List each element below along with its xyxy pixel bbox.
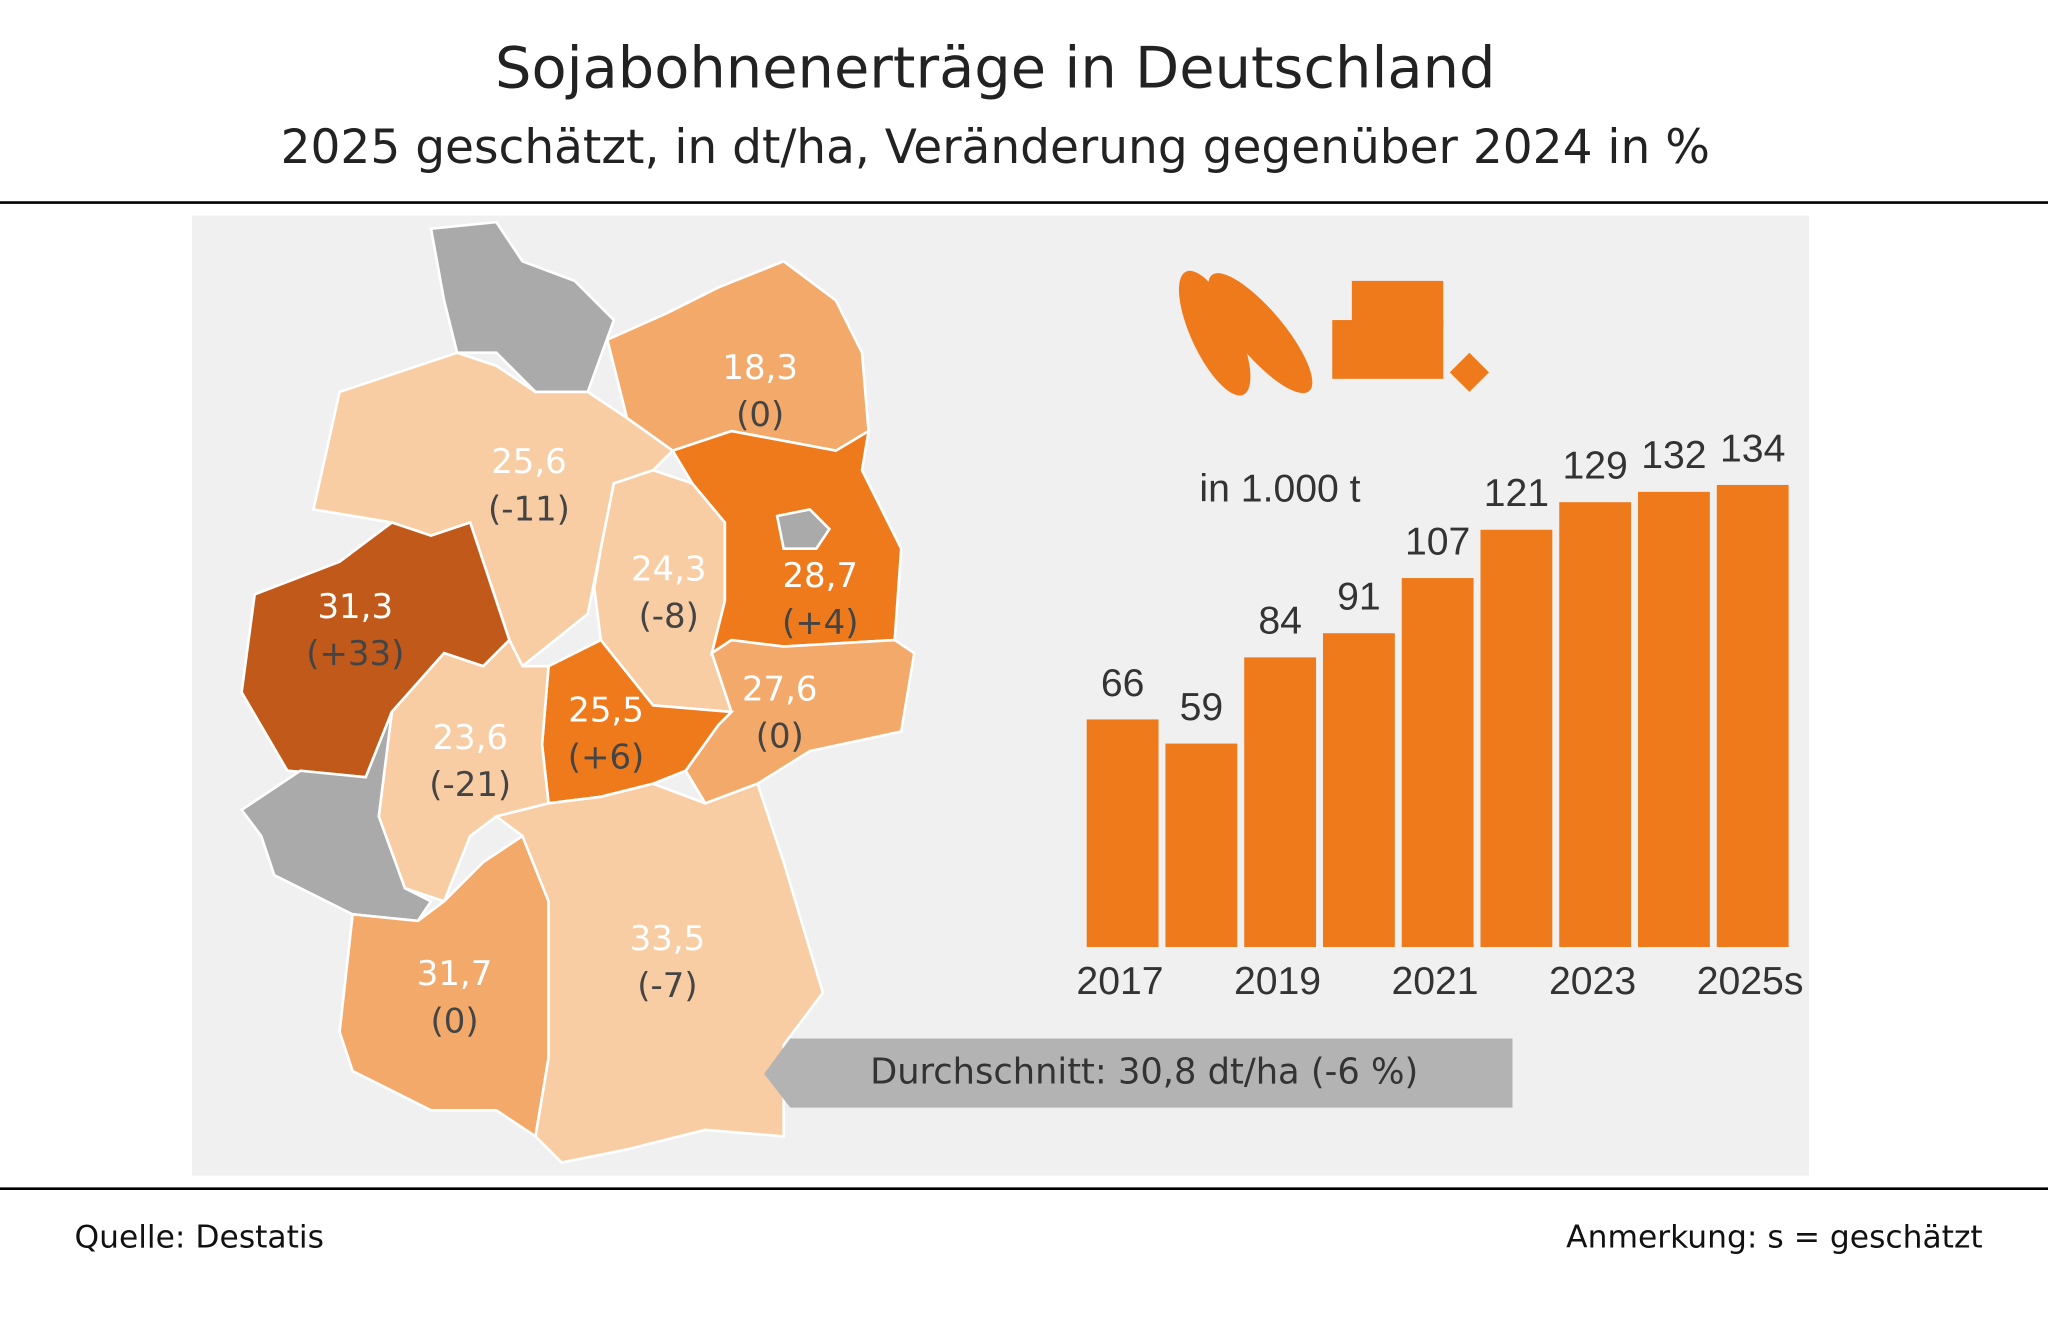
region-change: (0): [736, 395, 784, 435]
x-tick-label: 2019: [1234, 960, 1321, 1003]
bar: [1716, 484, 1789, 948]
bar: [1638, 491, 1710, 948]
region-value: 25,6: [491, 442, 567, 482]
map: [239, 220, 916, 1164]
bar: [1086, 719, 1159, 948]
region-change: (-11): [488, 489, 570, 529]
bar: [1401, 578, 1474, 948]
region-change: (+33): [306, 634, 404, 674]
harvester-icon: [1332, 320, 1444, 379]
region-change: (0): [430, 1001, 478, 1041]
title: Sojabohnenerträge in Deutschland: [495, 35, 1496, 102]
region-value: 31,3: [317, 587, 393, 627]
region: [239, 711, 433, 923]
value-label: 134: [1720, 427, 1785, 470]
value-label: 91: [1337, 576, 1381, 619]
region-value: 28,7: [782, 556, 858, 596]
bar: [1480, 529, 1553, 948]
value-label: 132: [1641, 434, 1706, 477]
value-label: 66: [1101, 662, 1145, 705]
region: [775, 508, 832, 550]
region-value: 25,5: [568, 690, 644, 730]
bar-chart: 66 2017 59 84 2019 91 107 2021 121 129 2023 132 134 2…: [1076, 427, 1803, 1003]
average-box: [764, 1038, 1513, 1108]
region-value: 18,3: [722, 348, 798, 388]
x-tick-label: 2023: [1549, 960, 1636, 1003]
bar: [1244, 657, 1317, 948]
x-tick-label: 2025s: [1697, 960, 1804, 1003]
region-change: (0): [756, 717, 804, 757]
icons: [1178, 270, 1489, 396]
region-change: (+4): [782, 603, 859, 643]
region-change: (-21): [429, 765, 511, 805]
subtitle: 2025 geschätzt, in dt/ha, Veränderung ge…: [281, 120, 1710, 175]
value-label: 59: [1180, 686, 1224, 729]
bar: [1559, 502, 1632, 948]
region-value: 31,7: [417, 954, 493, 994]
harvester-icon: [1351, 280, 1444, 327]
region-change: (-8): [639, 596, 699, 636]
region-value: 33,5: [630, 919, 706, 959]
region-change: (+6): [568, 737, 645, 777]
bar: [1165, 743, 1238, 948]
unit-label: in 1.000 t: [1199, 468, 1360, 511]
note: Anmerkung: s = geschätzt: [1566, 1219, 1983, 1255]
bean-icon: [1208, 273, 1313, 394]
value-label: 107: [1405, 520, 1470, 563]
x-tick-label: 2021: [1391, 960, 1478, 1003]
average: Durchschnitt: 30,8 dt/ha (-6 %): [870, 1052, 1418, 1093]
value-label: 84: [1258, 600, 1302, 643]
region-value: 24,3: [631, 549, 707, 589]
region-value: 27,6: [742, 670, 818, 710]
bar: [1322, 633, 1395, 948]
x-tick-label: 2017: [1076, 960, 1163, 1003]
region-value: 23,6: [432, 718, 508, 758]
value-label: 129: [1562, 445, 1627, 488]
source: Quelle: Destatis: [74, 1219, 324, 1255]
bean-icon: [1178, 270, 1251, 396]
region-change: (-7): [637, 966, 697, 1006]
value-label: 121: [1484, 472, 1549, 515]
harvester-icon: [1449, 352, 1489, 392]
map-labels: 18,3 (0) 25,6 (-11) 31,3 (+33) 24,3 (-8) 28,7 (+4…: [306, 348, 858, 1041]
